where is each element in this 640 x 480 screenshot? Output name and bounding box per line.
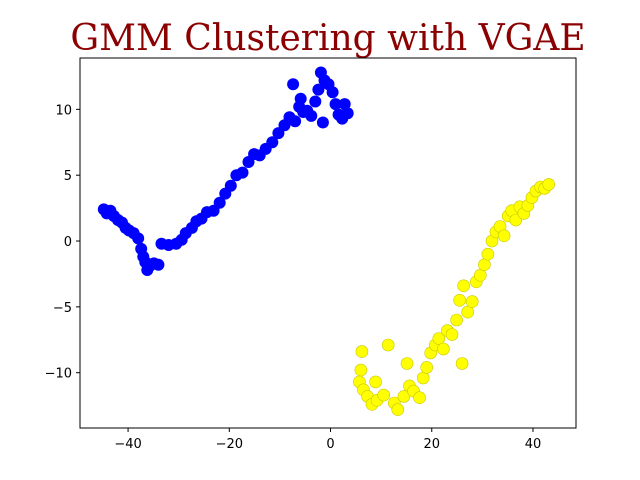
cluster-2-point xyxy=(465,295,479,308)
y-tick-label: 0 xyxy=(64,235,72,250)
cluster-2-point xyxy=(391,403,405,416)
x-tick-label: −20 xyxy=(216,437,243,452)
cluster-1-point xyxy=(326,86,339,99)
x-axis: −40 −20 0 20 40 xyxy=(114,428,541,452)
points-layer xyxy=(97,66,556,416)
cluster-2-point xyxy=(420,361,434,374)
cluster-1-point xyxy=(132,232,145,245)
cluster-2-point xyxy=(369,375,382,389)
cluster-1-point xyxy=(316,116,329,129)
cluster-2-point xyxy=(542,178,556,191)
y-tick-label: −10 xyxy=(45,367,72,382)
cluster-1-point xyxy=(341,107,354,120)
cluster-2-point xyxy=(354,363,368,377)
cluster-1-point xyxy=(152,258,165,271)
cluster-2-point xyxy=(413,391,426,405)
cluster-1-point xyxy=(309,95,322,108)
cluster-2-point xyxy=(397,390,411,403)
cluster-2-point xyxy=(455,357,469,370)
cluster-1-point xyxy=(294,92,307,105)
y-tick-label: 10 xyxy=(55,103,72,118)
cluster-2-point xyxy=(478,258,491,272)
x-tick-label: 40 xyxy=(525,437,542,452)
cluster-1-point xyxy=(213,196,226,209)
x-tick-label: 0 xyxy=(326,437,334,452)
cluster-2-point xyxy=(461,305,475,319)
plot-frame xyxy=(79,57,577,429)
y-axis: −10 −5 0 5 10 xyxy=(45,103,80,382)
cluster-1-point xyxy=(305,109,318,122)
y-tick-label: −5 xyxy=(53,301,72,316)
cluster-2-point xyxy=(416,371,430,385)
cluster-1-point xyxy=(289,115,302,128)
cluster-2-point xyxy=(481,247,495,261)
chart-title: GMM Clustering with VGAE xyxy=(70,18,585,59)
cluster-2-point xyxy=(473,268,487,282)
cluster-2-point xyxy=(432,332,446,345)
cluster-1-point xyxy=(338,98,351,111)
y-tick-label: 5 xyxy=(64,169,72,184)
cluster-2-point xyxy=(445,328,459,341)
cluster-2-point xyxy=(381,338,395,352)
cluster-1-point xyxy=(224,179,237,192)
cluster-2-point xyxy=(377,388,391,402)
cluster-1-point xyxy=(312,83,325,96)
cluster-2-point xyxy=(450,313,463,327)
cluster-2-point xyxy=(400,357,414,370)
cluster-2-point xyxy=(453,293,466,307)
cluster-1-point xyxy=(329,98,342,111)
x-tick-label: 20 xyxy=(423,437,440,452)
cluster-1-point xyxy=(287,78,300,91)
cluster-2-point xyxy=(355,345,369,358)
x-tick-label: −40 xyxy=(114,437,141,452)
cluster-2-point xyxy=(497,229,511,243)
cluster-2-point xyxy=(457,279,470,293)
cluster-2-point xyxy=(437,342,450,356)
cluster-1-point xyxy=(266,136,279,149)
cluster-1-point xyxy=(236,166,249,179)
